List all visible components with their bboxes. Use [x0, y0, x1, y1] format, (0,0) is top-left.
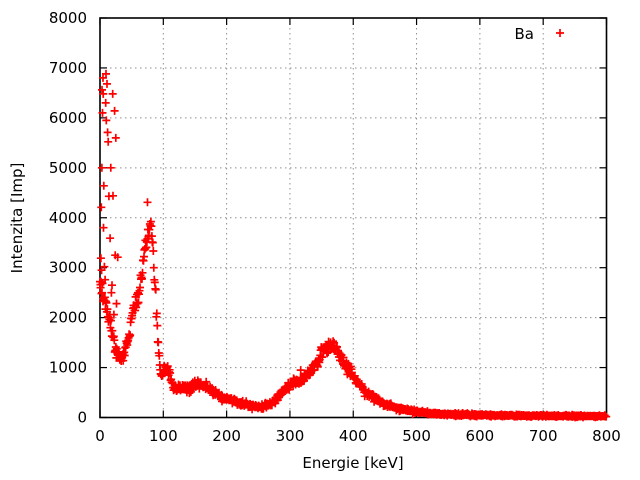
y-tick-label: 7000: [49, 59, 87, 77]
x-tick-label: 0: [95, 427, 105, 445]
x-tick-label: 600: [466, 427, 495, 445]
y-tick-label: 3000: [49, 259, 87, 277]
x-tick-label: 200: [212, 427, 241, 445]
y-tick-label: 6000: [49, 109, 87, 127]
x-tick-label: 300: [276, 427, 305, 445]
grid-layer: [100, 18, 607, 418]
y-tick-label: 4000: [49, 209, 87, 227]
legend-label-ba: Ba: [515, 25, 534, 43]
y-tick-label: 1000: [49, 359, 87, 377]
x-tick-label: 800: [592, 427, 621, 445]
tick-labels: 0 100 200 300 400 500 600 700 800010002000300040…: [49, 9, 621, 445]
legend: Ba: [515, 25, 564, 43]
x-tick-label: 100: [149, 427, 178, 445]
y-tick-label: 2000: [49, 309, 87, 327]
plus-marker-icon: [556, 29, 564, 37]
x-axis-title: Energie [keV]: [302, 454, 403, 472]
data-points-ba: [96, 69, 611, 422]
x-tick-label: 700: [529, 427, 558, 445]
x-tick-label: 400: [339, 427, 368, 445]
y-tick-label: 0: [77, 409, 87, 427]
y-tick-label: 5000: [49, 159, 87, 177]
y-axis-title: Intenzita [Imp]: [8, 163, 26, 274]
x-tick-label: 500: [402, 427, 431, 445]
y-tick-label: 8000: [49, 9, 87, 27]
